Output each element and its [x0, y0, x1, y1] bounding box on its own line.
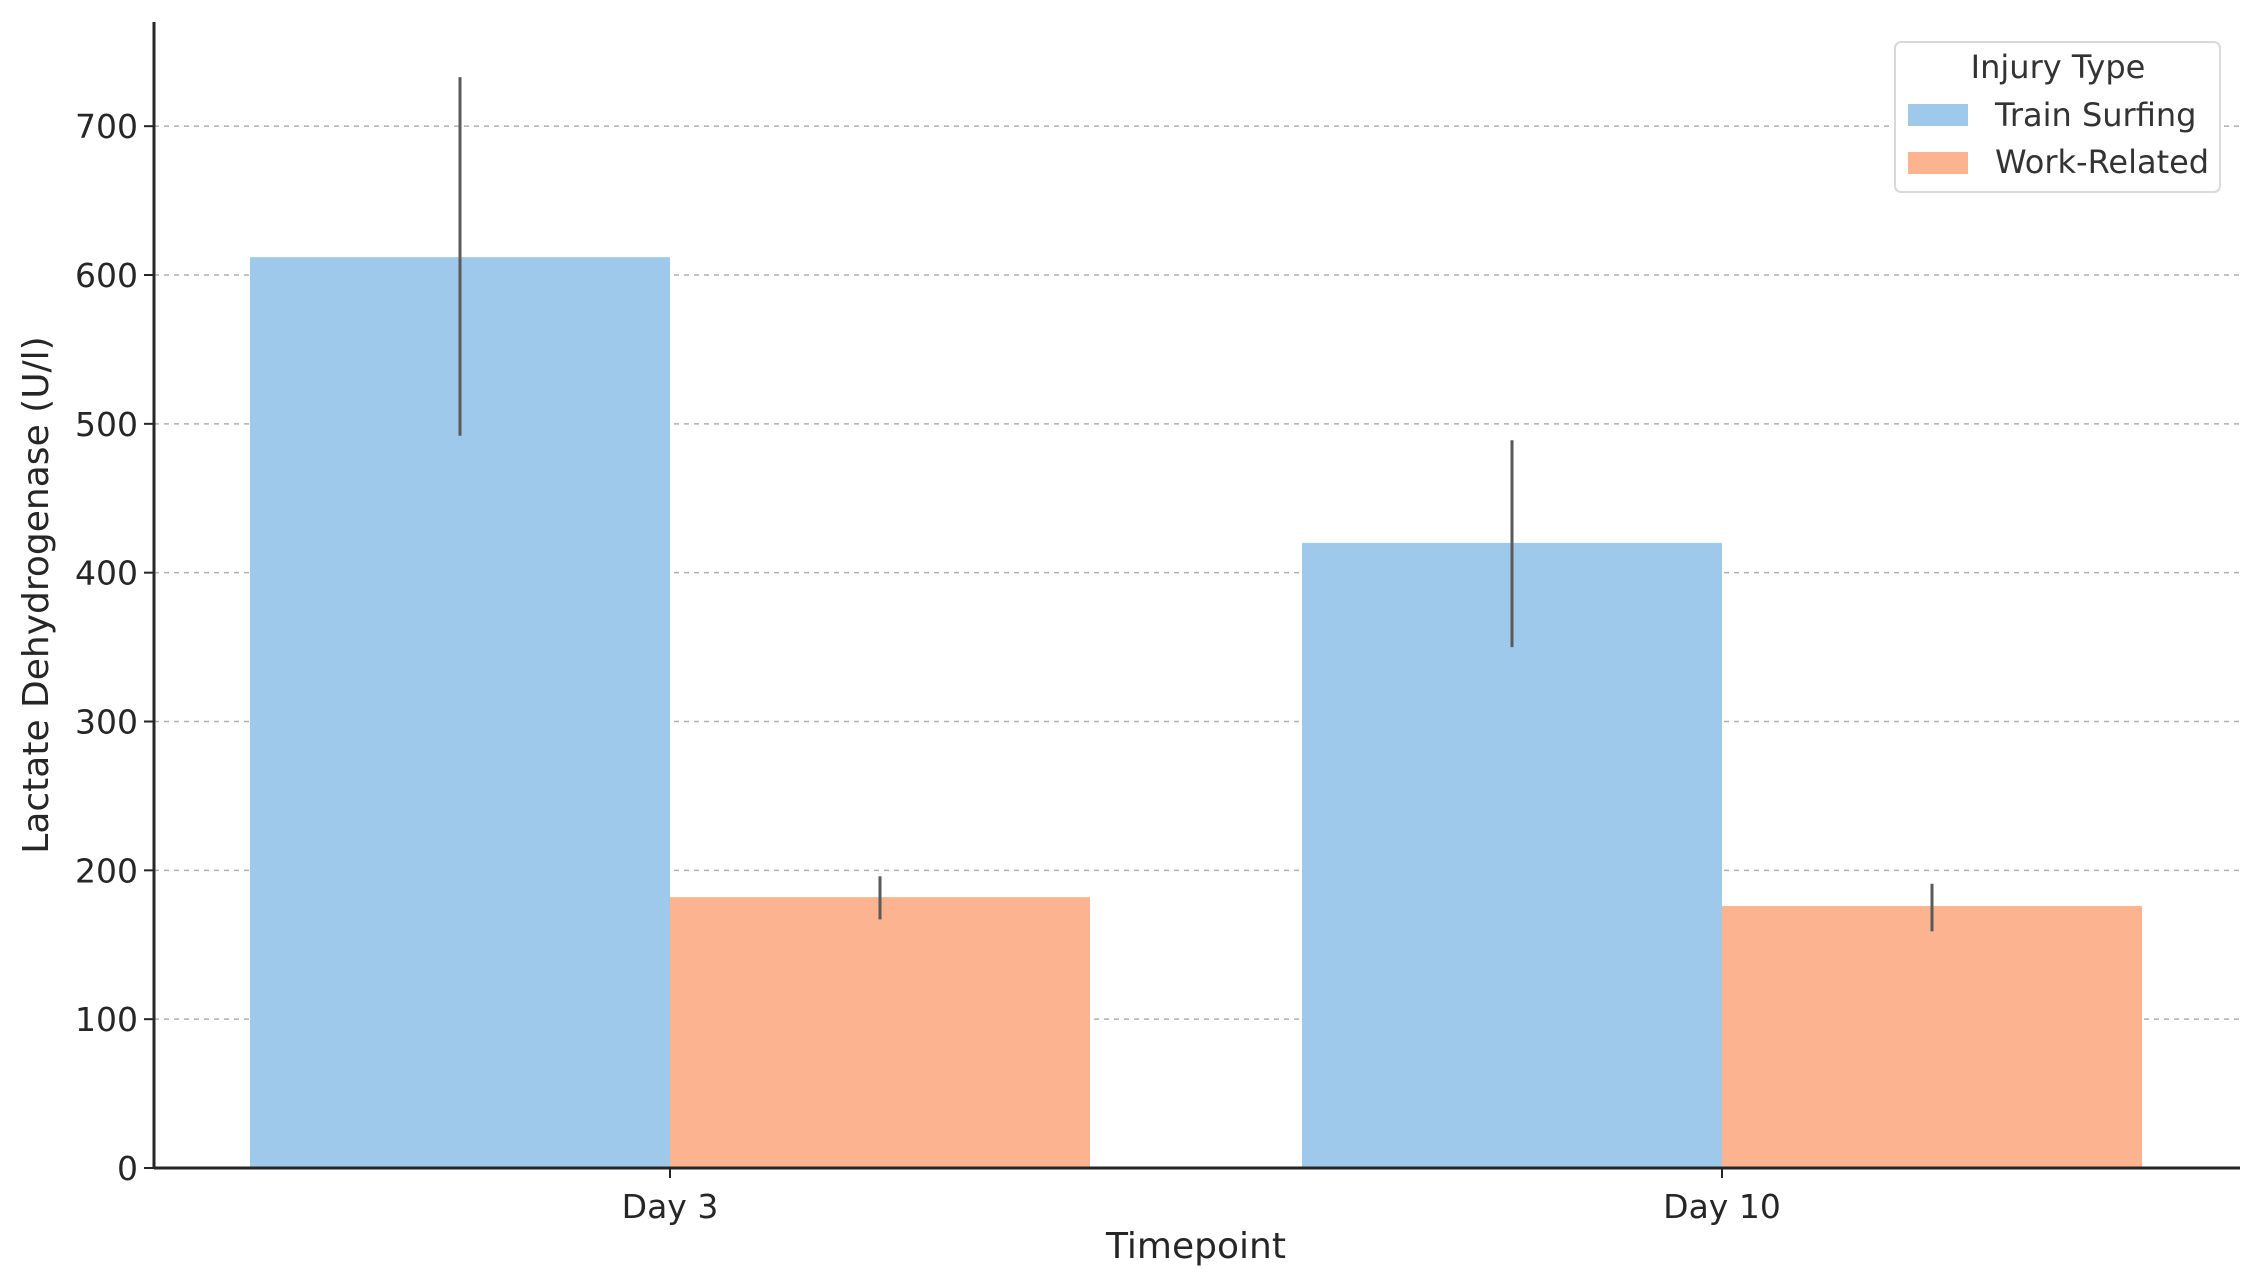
bar-work-related — [670, 897, 1090, 1168]
x-tick-label: Day 3 — [622, 1187, 719, 1226]
legend-box — [1894, 41, 2221, 193]
bars — [250, 257, 2142, 1168]
y-tick-label: 0 — [117, 1149, 138, 1188]
legend: Injury Type Train Surfing Work-Related — [1894, 41, 2221, 193]
legend-label-work-related: Work-Related — [1995, 143, 2209, 181]
y-tick-label: 200 — [75, 851, 138, 890]
y-tick-label: 100 — [75, 1000, 138, 1039]
x-ticks: Day 3 Day 10 — [622, 1168, 1781, 1226]
legend-swatch-work-related — [1908, 152, 1968, 174]
y-ticks: 0 100 200 300 400 500 600 700 — [75, 107, 154, 1188]
y-tick-label: 300 — [75, 703, 138, 742]
legend-label-train-surfing: Train Surfing — [1994, 96, 2196, 134]
y-tick-label: 400 — [75, 554, 138, 593]
y-tick-label: 500 — [75, 405, 138, 444]
axes — [152, 22, 2240, 1170]
x-axis-title: Timepoint — [1105, 1226, 1286, 1267]
y-tick-label: 700 — [75, 107, 138, 146]
y-tick-label: 600 — [75, 256, 138, 295]
bar-train-surfing — [1302, 542, 1722, 1168]
error-bars — [458, 77, 1934, 932]
x-tick-label: Day 10 — [1663, 1187, 1781, 1226]
bar-work-related — [1722, 906, 2142, 1168]
grid-lines — [154, 125, 2240, 1020]
y-axis-title: Lactate Dehydrogenase (U/l) — [16, 336, 57, 853]
legend-title: Injury Type — [1971, 48, 2146, 86]
legend-swatch-train-surfing — [1908, 104, 1968, 126]
